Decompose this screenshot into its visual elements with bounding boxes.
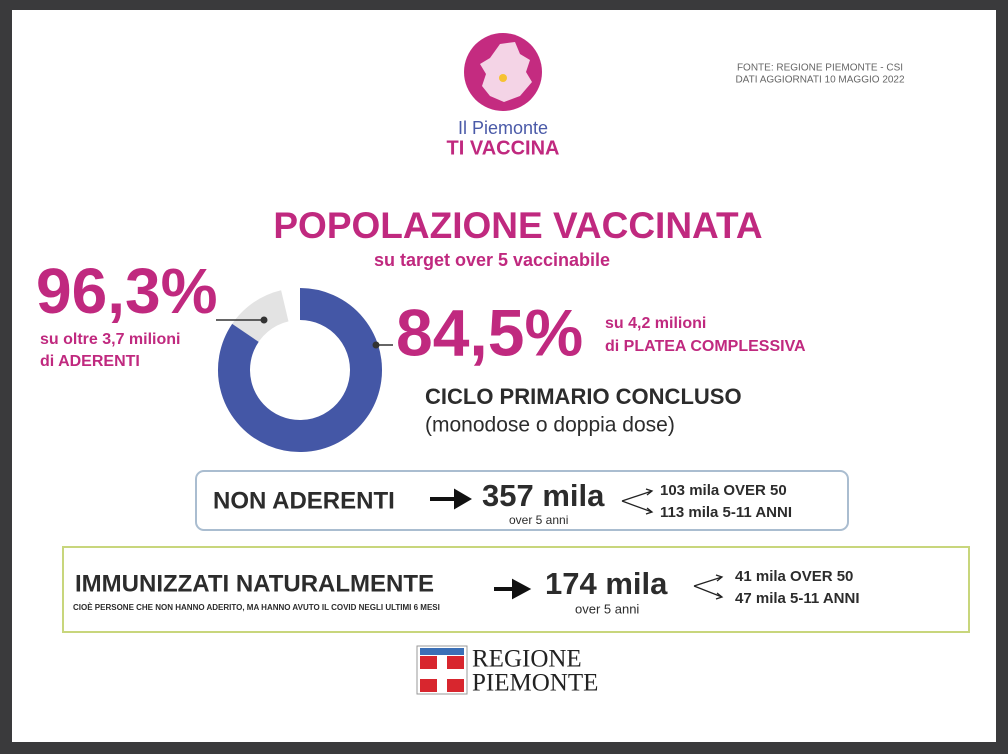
logo-text: TI VACCINA (447, 137, 560, 159)
box-total-note: over 5 anni (509, 513, 568, 527)
box-note: CIOÈ PERSONE CHE NON HANNO ADERITO, MA H… (73, 603, 440, 612)
breakdown: 113 mila 5-11 ANNI (660, 504, 792, 521)
logo-text: Il Piemonte (458, 118, 548, 138)
pointer-dot (372, 341, 380, 349)
breakdown: 47 mila 5-11 ANNI (735, 590, 860, 607)
source: FONTE: REGIONE PIEMONTE - CSI (737, 63, 903, 74)
ciclo-title: CICLO PRIMARIO CONCLUSO (425, 384, 742, 409)
donut (218, 288, 382, 452)
arrow (430, 488, 472, 510)
arrow (494, 578, 532, 600)
split-arrows (621, 488, 654, 515)
panel (12, 10, 996, 742)
title: POPOLAZIONE VACCINATA (273, 205, 762, 246)
box (62, 546, 970, 633)
breakdown: 41 mila OVER 50 (735, 568, 853, 585)
stat-text: su 4,2 milioni (605, 315, 706, 332)
source: DATI AGGIORNATI 10 MAGGIO 2022 (735, 75, 905, 86)
logo-dot (499, 74, 507, 82)
box-total: 174 mila (545, 566, 668, 601)
subtitle: su target over 5 vaccinabile (374, 250, 610, 270)
box-total: 357 mila (482, 478, 605, 513)
footer-logo-text: REGIONE (472, 646, 582, 673)
stat-text: su oltre 3,7 milioni (40, 331, 180, 348)
shield-top (420, 648, 464, 655)
split-arrows (693, 574, 724, 600)
stat-value: 96,3% (36, 255, 217, 327)
pointer-dot (260, 316, 268, 324)
box (195, 470, 849, 531)
box-label: NON ADERENTI (213, 487, 395, 514)
logo-map (480, 42, 532, 102)
box-label: IMMUNIZZATI NATURALMENTE (75, 570, 434, 597)
footer-logo-text: PIEMONTE (472, 670, 598, 697)
ciclo-note: (monodose o doppia dose) (425, 414, 675, 437)
stat-value: 84,5% (396, 295, 583, 369)
donut-arc (218, 288, 382, 452)
stat-text: di ADERENTI (40, 353, 140, 370)
breakdown: 103 mila OVER 50 (660, 482, 787, 499)
stat-text: di PLATEA COMPLESSIVA (605, 338, 806, 355)
box-total-note: over 5 anni (575, 601, 639, 616)
shield-cross (420, 669, 464, 679)
